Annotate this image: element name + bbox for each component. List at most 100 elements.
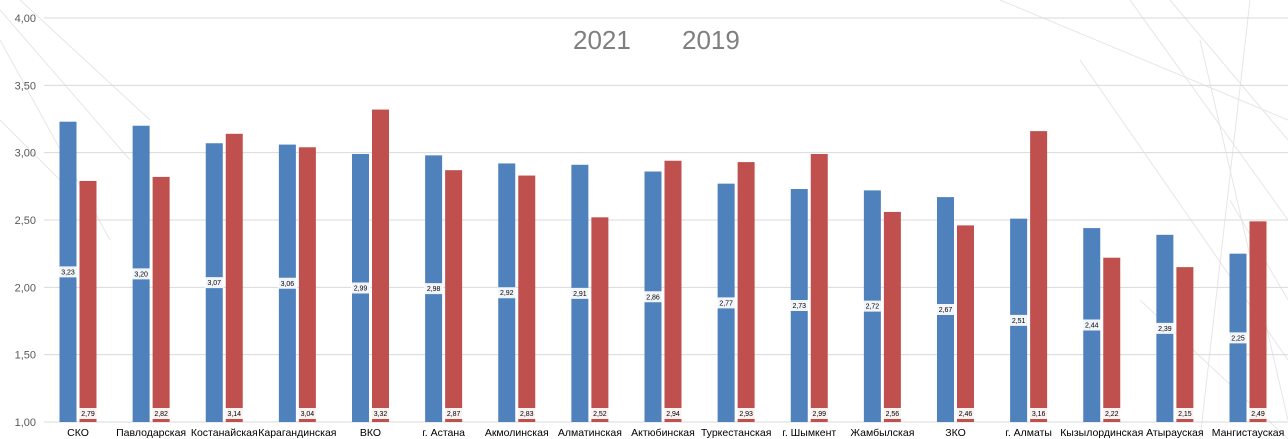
- data-label-background: [151, 408, 171, 419]
- data-label-background: [809, 408, 829, 419]
- data-label-2019: 2,93: [739, 411, 753, 418]
- x-tick-label: г. Алматы: [1005, 427, 1052, 439]
- x-tick-label: Туркестанская: [701, 427, 772, 439]
- data-label-background: [590, 408, 610, 419]
- data-label-background: [444, 408, 464, 419]
- data-label-2019: 2,46: [959, 411, 973, 418]
- y-axis-ticks: 1,00 1,50 2,00 2,50 3,00 3,50 4,00: [15, 13, 36, 429]
- data-label-background: [643, 291, 663, 303]
- x-tick-label: Атырауская: [1146, 427, 1203, 439]
- legend-label-2019: 2019: [682, 25, 740, 55]
- y-tick-label: 4,00: [15, 13, 36, 25]
- data-label-background: [936, 304, 955, 316]
- data-label-2019: 2,83: [520, 411, 534, 418]
- data-label-2019: 2,82: [154, 411, 168, 418]
- data-label-2021: 2,72: [866, 304, 880, 311]
- legend: 2021 2019: [573, 25, 740, 55]
- bar-2019: [518, 175, 536, 422]
- data-label-background: [570, 287, 590, 299]
- bar-2019: [1103, 257, 1121, 422]
- data-label-2021: 2,44: [1085, 323, 1099, 330]
- y-tick-label: 3,50: [15, 80, 36, 92]
- bar-2019: [591, 217, 609, 422]
- data-label-2019: 2,56: [886, 411, 900, 418]
- data-label-background: [131, 268, 151, 280]
- x-tick-label: ЗКО: [945, 427, 966, 439]
- bar-2019: [372, 109, 389, 422]
- data-label-background: [497, 287, 517, 299]
- data-label-2019: 2,87: [447, 411, 461, 418]
- x-tick-label: ВКО: [360, 427, 381, 439]
- data-label-background: [1029, 408, 1049, 419]
- data-label-2021: 3,07: [207, 280, 221, 287]
- data-label-2019: 2,49: [1251, 411, 1265, 418]
- data-label-2021: 2,86: [646, 294, 660, 301]
- bar-2019: [225, 133, 243, 422]
- x-tick-label: Мангистауская: [1212, 427, 1285, 439]
- data-label-2019: 3,04: [301, 411, 315, 418]
- x-tick-label: г. Астана: [422, 427, 465, 439]
- bar-2019: [664, 160, 682, 422]
- data-label-2019: 2,99: [812, 411, 826, 418]
- decoration-line: [19, 0, 151, 121]
- x-tick-label: г. Шымкент: [782, 427, 836, 439]
- decoration-line: [1129, 0, 1288, 221]
- bar-2019: [79, 180, 97, 422]
- data-label-background: [517, 408, 537, 419]
- data-label-2019: 2,94: [666, 411, 680, 418]
- data-label-2021: 2,67: [939, 307, 953, 314]
- data-label-2021: 2,25: [1231, 335, 1245, 342]
- bar-2019: [445, 170, 463, 422]
- data-label-2021: 2,98: [427, 286, 441, 293]
- data-label-background: [716, 297, 736, 309]
- data-label-background: [204, 277, 224, 289]
- data-label-2019: 3,14: [227, 411, 241, 418]
- x-tick-label: Актюбинская: [631, 427, 695, 439]
- x-axis-ticks: СКО Павлодарская Костанайская Карагандинска…: [67, 427, 1284, 439]
- x-tick-label: СКО: [67, 427, 89, 439]
- data-label-2021: 3,06: [281, 281, 295, 288]
- bar-2019: [810, 154, 828, 422]
- x-tick-label: Костанайская: [191, 427, 258, 439]
- bar-2019: [883, 211, 901, 422]
- decoration-line: [999, 0, 1288, 121]
- y-tick-label: 2,50: [15, 215, 36, 227]
- data-label-background: [58, 266, 78, 278]
- data-label-background: [351, 282, 370, 294]
- data-label-2019: 3,32: [374, 411, 388, 418]
- x-tick-label: Кызылординская: [1060, 427, 1143, 439]
- data-label-background: [1102, 408, 1122, 419]
- data-label-2021: 2,73: [792, 303, 806, 310]
- bar-2019: [298, 147, 316, 422]
- bar-2019: [152, 176, 170, 422]
- decoration-line: [1199, 39, 1288, 421]
- y-tick-label: 2,00: [15, 282, 36, 294]
- bar-2019: [1249, 221, 1267, 422]
- data-label-2021: 2,92: [500, 290, 514, 297]
- bar-2019: [1176, 267, 1194, 422]
- y-tick-label: 3,00: [15, 148, 36, 160]
- data-label-background: [1228, 332, 1248, 344]
- bar-2019: [737, 162, 755, 423]
- data-label-background: [956, 408, 975, 419]
- data-label-background: [862, 300, 882, 312]
- decoration-line: [1169, 0, 1288, 141]
- x-tick-label: Павлодарская: [116, 427, 186, 439]
- data-label-background: [663, 408, 683, 419]
- bar-2019: [1030, 131, 1048, 422]
- data-label-2021: 2,99: [354, 286, 368, 293]
- data-label-2019: 2,22: [1105, 411, 1119, 418]
- y-tick-label: 1,50: [15, 350, 36, 362]
- data-label-background: [1248, 408, 1268, 419]
- decoration-line: [0, 119, 61, 181]
- data-label-background: [224, 408, 244, 419]
- data-label-background: [78, 408, 98, 419]
- data-label-background: [1082, 319, 1102, 331]
- data-label-2021: 2,77: [719, 300, 733, 307]
- data-label-2019: 2,52: [593, 411, 607, 418]
- data-label-background: [736, 408, 756, 419]
- bars: 3,23 2,79 3,20 2,82 3,07 3,14 3,06 3,04 2,99 3,32…: [58, 109, 1268, 423]
- legend-label-2021: 2021: [573, 25, 631, 55]
